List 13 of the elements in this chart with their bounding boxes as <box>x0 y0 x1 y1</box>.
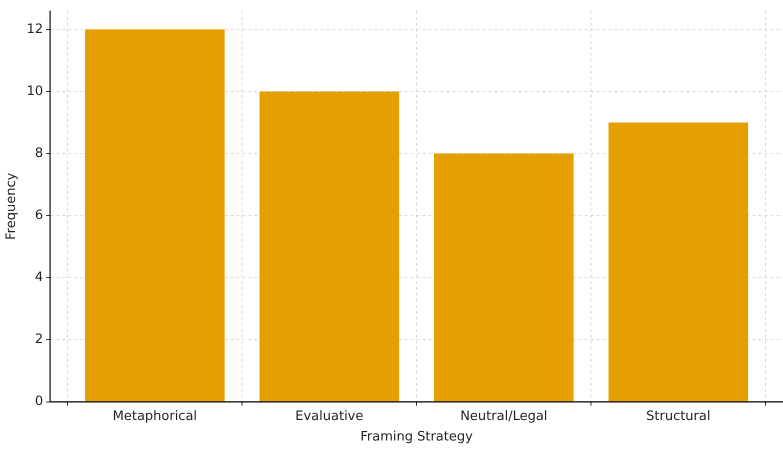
x-tick-label: Neutral/Legal <box>460 408 548 424</box>
x-axis-title: Framing Strategy <box>360 430 474 445</box>
y-tick-label: 0 <box>34 394 44 410</box>
y-tick-label: 4 <box>34 270 44 286</box>
x-tick-label: Evaluative <box>295 408 364 424</box>
y-tick-label: 2 <box>34 332 44 348</box>
x-tick-label: Structural <box>646 408 710 424</box>
x-tick-label: Metaphorical <box>112 408 198 424</box>
y-tick-label: 8 <box>34 146 44 161</box>
y-tick-label: 12 <box>26 22 44 37</box>
y-tick-label: 10 <box>26 84 44 99</box>
y-tick-label: 6 <box>34 208 44 223</box>
y-axis-title: Frequency <box>4 172 20 240</box>
